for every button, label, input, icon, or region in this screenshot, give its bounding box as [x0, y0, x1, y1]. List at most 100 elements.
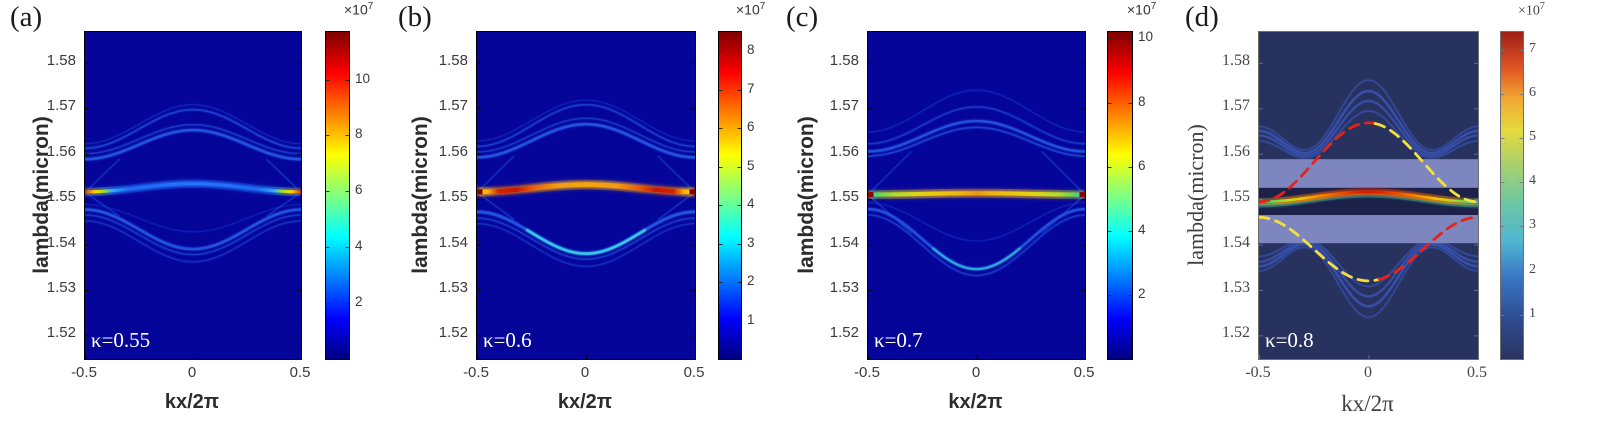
panel-letter: (c) — [786, 1, 819, 33]
colorbar-tick-label: 5 — [1529, 129, 1536, 144]
y-tick-label: 1.57 — [1222, 97, 1250, 114]
x-tick-label: 0.5 — [1073, 364, 1095, 381]
colorbar-canvas — [326, 32, 349, 359]
colorbar-tick-label: 2 — [747, 273, 755, 288]
y-tick-label: 1.57 — [829, 97, 859, 114]
colorbar — [1500, 31, 1524, 360]
colorbar — [718, 31, 742, 360]
colorbar-tick-label: 10 — [355, 71, 371, 86]
y-tick-label: 1.58 — [438, 52, 468, 69]
x-tick-label: -0.5 — [1245, 364, 1271, 381]
panel: (d) lambda(micron) 1.58 1.57 1.56 1.55 1.54 1… — [1160, 0, 1600, 431]
colorbar-tick-label: 2 — [355, 294, 363, 309]
colorbar-exponent: ×107 — [1127, 1, 1156, 18]
kappa-label: κ=0.55 — [91, 328, 151, 352]
colorbar-tick-label: 2 — [1529, 262, 1536, 277]
x-axis-label: kx/2π — [557, 391, 613, 413]
y-tick-label: 1.54 — [829, 234, 859, 251]
y-tick-label: 1.55 — [438, 188, 468, 205]
x-axis-label: kx/2π — [948, 391, 1003, 413]
colorbar-tick-label: 4 — [747, 196, 755, 211]
x-tick-label: 0 — [1364, 364, 1372, 381]
x-tick-label: -0.5 — [71, 364, 97, 381]
y-tick-label: 1.54 — [46, 234, 76, 251]
colorbar-tick-label: 2 — [1138, 286, 1146, 301]
y-tick-label: 1.58 — [1222, 52, 1250, 69]
y-tick-label: 1.53 — [1222, 279, 1250, 296]
colorbar-tick-label: 7 — [1529, 41, 1536, 56]
y-tick-label: 1.55 — [829, 188, 859, 205]
x-tick-label: 0 — [971, 364, 981, 381]
heatmap-plot: κ=0.7 — [867, 31, 1086, 360]
y-tick-label: 1.52 — [46, 324, 76, 341]
colorbar-tick-label: 1 — [1529, 306, 1536, 321]
colorbar-canvas — [1501, 32, 1523, 359]
x-tick-label: -0.5 — [463, 364, 489, 381]
colorbar-tick-label: 6 — [1529, 85, 1536, 100]
colorbar-tick-label: 4 — [355, 238, 363, 253]
y-tick-label: 1.53 — [438, 279, 468, 296]
y-tick-label: 1.54 — [438, 234, 468, 251]
heatmap-plot: κ=0.8 — [1258, 31, 1479, 360]
y-tick-label: 1.55 — [46, 188, 76, 205]
panel-letter: (b) — [398, 1, 432, 33]
colorbar-tick-label: 5 — [747, 158, 755, 173]
heatmap-canvas — [85, 32, 301, 359]
x-tick-label: -0.5 — [854, 364, 880, 381]
y-tick-label: 1.56 — [438, 143, 468, 160]
y-tick-label: 1.52 — [438, 324, 468, 341]
heatmap-plot: κ=0.6 — [476, 31, 696, 360]
colorbar-tick-label: 8 — [355, 126, 363, 141]
colorbar-tick-label: 3 — [1529, 217, 1536, 232]
colorbar-canvas — [1108, 32, 1132, 359]
y-tick-label: 1.56 — [1222, 143, 1250, 160]
exponent-power-label: 7 — [1539, 1, 1545, 12]
x-axis-label: kx/2π — [164, 391, 220, 413]
colorbar-exponent: ×107 — [736, 1, 765, 18]
exponent-power-label: 7 — [367, 1, 374, 12]
kappa-label: κ=0.7 — [874, 328, 923, 352]
y-tick-label: 1.52 — [829, 324, 859, 341]
kappa-label: κ=0.8 — [1265, 328, 1314, 352]
y-tick-label: 1.57 — [438, 97, 468, 114]
colorbar-tick-label: 4 — [1138, 222, 1146, 237]
colorbar-tick-label: 4 — [1529, 173, 1536, 188]
colorbar-exponent: ×107 — [344, 1, 373, 18]
colorbar-exponent: ×107 — [1518, 1, 1545, 20]
colorbar-tick-label: 10 — [1138, 29, 1154, 44]
colorbar-tick-label: 3 — [747, 235, 755, 250]
exponent-base-label: ×10 — [1127, 1, 1151, 18]
x-tick-label: 0 — [187, 364, 197, 381]
exponent-power-label: 7 — [759, 1, 766, 12]
x-tick-label: 0.5 — [1467, 364, 1487, 381]
x-tick-label: 0.5 — [289, 364, 311, 381]
y-tick-label: 1.57 — [46, 97, 76, 114]
colorbar-tick-label: 6 — [747, 119, 755, 134]
heatmap-plot: κ=0.55 — [84, 31, 302, 360]
colorbar-tick-label: 8 — [747, 42, 755, 57]
x-tick-label: 0 — [580, 364, 590, 381]
heatmap-canvas — [868, 32, 1085, 359]
exponent-base-label: ×10 — [344, 1, 368, 18]
colorbar — [1107, 31, 1133, 360]
y-tick-label: 1.56 — [46, 143, 76, 160]
y-tick-label: 1.54 — [1222, 234, 1250, 251]
y-tick-label: 1.56 — [829, 143, 859, 160]
exponent-base-label: ×10 — [736, 1, 760, 18]
kappa-label: κ=0.6 — [483, 328, 532, 352]
y-tick-label: 1.52 — [1222, 324, 1250, 341]
y-tick-label: 1.55 — [1222, 188, 1250, 205]
heatmap-canvas — [1259, 32, 1478, 359]
panel-letter: (d) — [1185, 1, 1219, 33]
heatmap-canvas — [477, 32, 695, 359]
colorbar — [325, 31, 350, 360]
exponent-power-label: 7 — [1150, 1, 1157, 12]
y-tick-label: 1.58 — [829, 52, 859, 69]
y-tick-label: 1.58 — [46, 52, 76, 69]
x-tick-label: 0.5 — [683, 364, 705, 381]
colorbar-tick-label: 6 — [1138, 158, 1146, 173]
colorbar-canvas — [719, 32, 741, 359]
colorbar-tick-label: 1 — [747, 312, 755, 327]
y-tick-label: 1.53 — [46, 279, 76, 296]
